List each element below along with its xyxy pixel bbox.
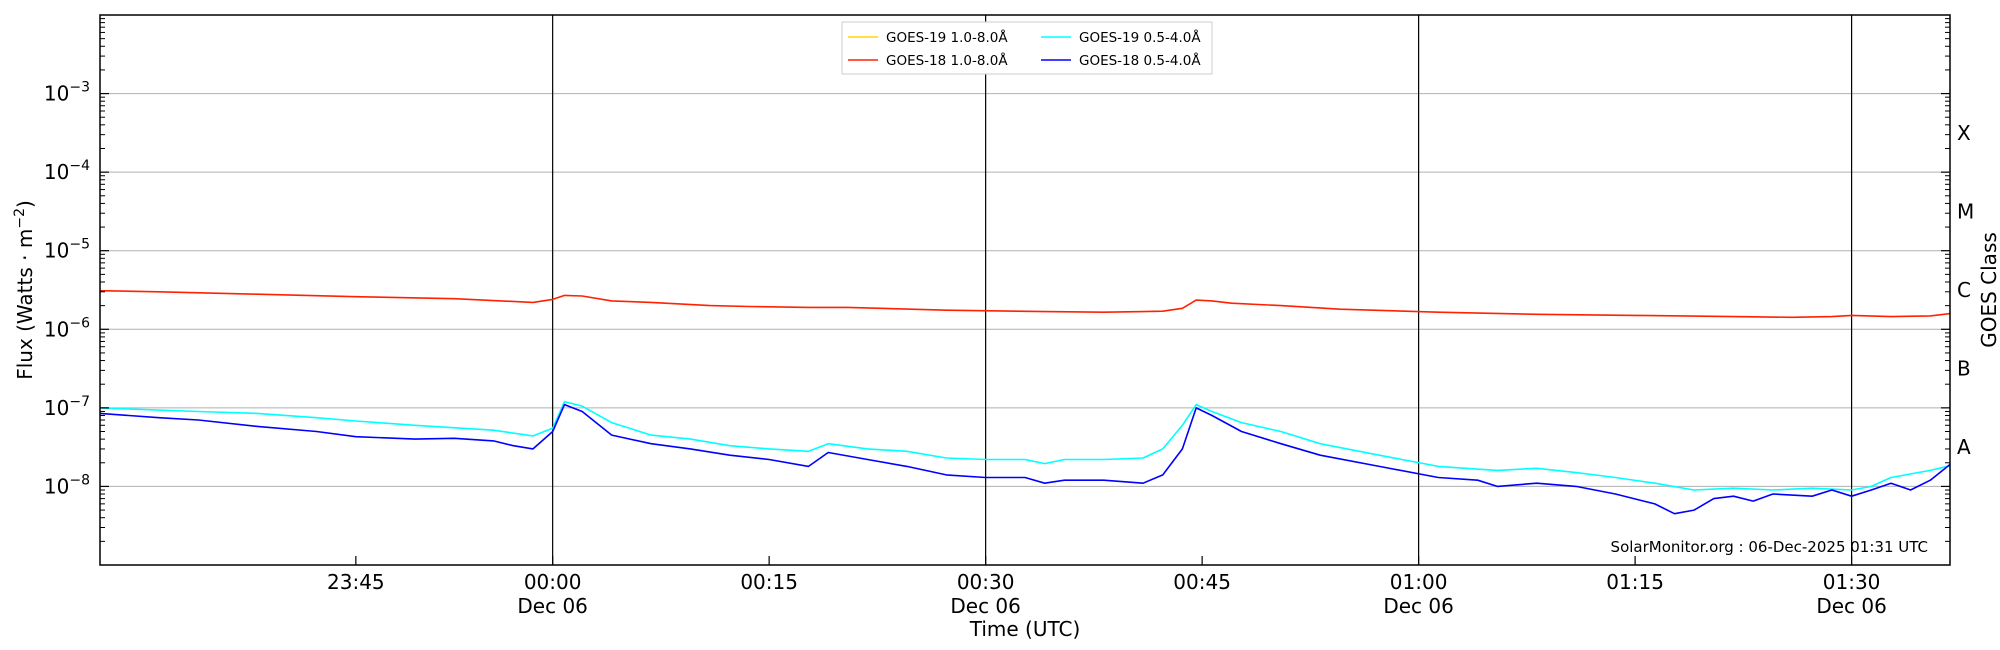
legend-label: GOES-19 1.0-8.0Å (886, 29, 1008, 46)
series-line-2 (100, 400, 1950, 491)
legend-entry-goes18-long: GOES-18 1.0-8.0Å (848, 52, 1008, 69)
x-tick-date-label: Dec 06 (1383, 594, 1454, 618)
y-tick-label: 10−5 (44, 237, 90, 263)
legend-entry-goes18-short: GOES-18 0.5-4.0Å (1041, 52, 1201, 69)
x-tick-label: 01:00 (1390, 570, 1448, 594)
legend-label: GOES-19 0.5-4.0Å (1079, 29, 1201, 46)
goes-class-b: B (1957, 357, 1971, 381)
goes-class-labels: A B C M X (1957, 121, 1974, 459)
y-tick-label: 10−6 (44, 315, 90, 341)
goes-class-c: C (1957, 278, 1971, 302)
goes-class-m: M (1957, 199, 1974, 223)
legend-box (841, 21, 1213, 75)
x-tick-label: 00:15 (740, 570, 798, 594)
series-lines (100, 289, 1950, 515)
x-tick-label: 01:30 (1823, 570, 1881, 594)
plot-frame (99, 14, 1951, 566)
x-tick-date-label: Dec 06 (517, 594, 588, 618)
x-tick-label: 00:45 (1173, 570, 1231, 594)
watermark: SolarMonitor.org : 06-Dec-2025 01:31 UTC (1611, 538, 1928, 556)
x-tick-date-label: Dec 06 (1816, 594, 1887, 618)
y-axis-title: Flux (Watts · m−2) (12, 200, 37, 380)
legend: GOES-19 1.0-8.0Å GOES-18 1.0-8.0Å GOES-1… (841, 21, 1213, 75)
x-tick-label: 00:00 (524, 570, 582, 594)
legend-label: GOES-18 0.5-4.0Å (1079, 52, 1201, 69)
y-tick-label: 10−7 (44, 394, 90, 420)
series-line-1 (100, 289, 1950, 319)
x-tick-label: 23:45 (327, 570, 385, 594)
y-tick-label: 10−8 (44, 472, 90, 498)
y-tick-label: 10−4 (44, 158, 90, 184)
legend-entry-goes19-long: GOES-19 1.0-8.0Å (848, 29, 1008, 46)
y-tick-label: 10−3 (44, 80, 90, 106)
legend-label: GOES-18 1.0-8.0Å (886, 52, 1008, 69)
x-tick-label: 00:30 (957, 570, 1015, 594)
axis-ticks (100, 18, 1950, 565)
series-line-3 (100, 403, 1950, 515)
grid-lines (100, 93, 1950, 487)
goes-class-x: X (1957, 121, 1971, 145)
goes-class-a: A (1957, 435, 1971, 459)
y-tick-labels: 10−8 10−7 10−6 10−5 10−4 10−3 (44, 80, 90, 499)
legend-entry-goes19-short: GOES-19 0.5-4.0Å (1041, 29, 1201, 46)
x-axis-title: Time (UTC) (969, 617, 1081, 641)
x-tick-date-label: Dec 06 (950, 594, 1021, 618)
y2-axis-title: GOES Class (1977, 232, 2000, 348)
x-tick-label: 01:15 (1606, 570, 1664, 594)
